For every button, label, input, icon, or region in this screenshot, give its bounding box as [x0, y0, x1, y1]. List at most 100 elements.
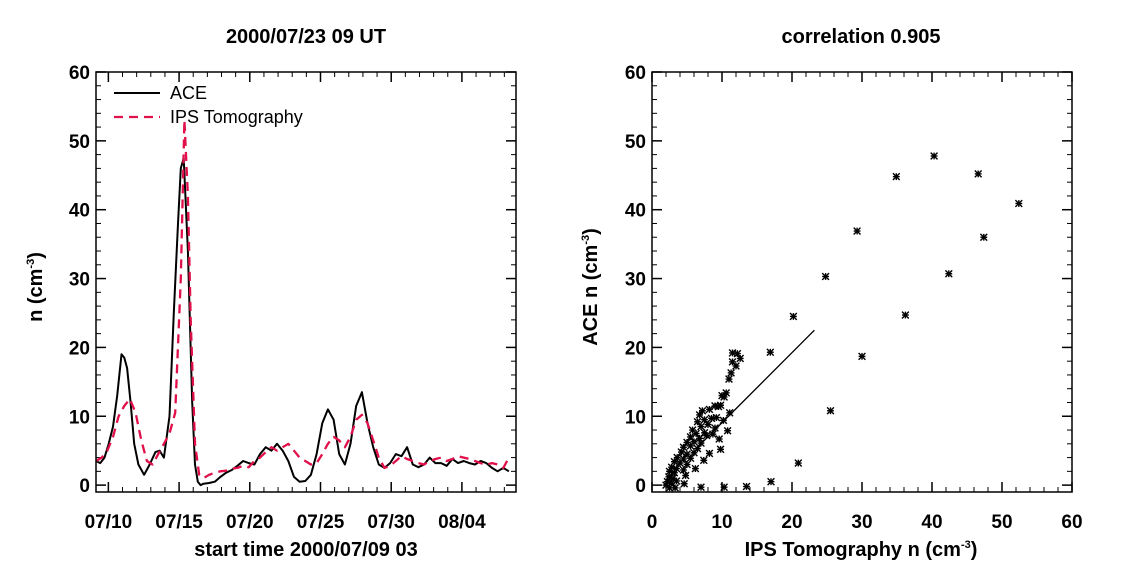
- scatter-point: [821, 272, 830, 281]
- y-tick-label: 60: [69, 63, 90, 84]
- scatter-point: [665, 483, 674, 492]
- scatter-point: [715, 435, 724, 443]
- scatter-point: [683, 460, 691, 469]
- y-axis-label-text: n (cm: [25, 269, 47, 322]
- series-line-ips-tomography: [95, 119, 510, 480]
- x-tick-label: 07/30: [367, 512, 415, 533]
- scatter-point: [718, 391, 726, 400]
- scatter-point: [974, 170, 983, 178]
- scatter-point: [766, 348, 775, 357]
- x-tick-label: 20: [781, 512, 802, 533]
- legend-label-ace: ACE: [170, 83, 207, 103]
- scatter-point: [853, 227, 861, 235]
- scatter-point: [716, 445, 725, 454]
- x-tick-label: 07/20: [226, 512, 274, 533]
- scatter-point: [1014, 199, 1023, 208]
- legend-label-ips: IPS Tomography: [170, 107, 303, 127]
- y-tick-label: 50: [69, 132, 90, 153]
- scatter-point: [672, 477, 681, 485]
- x-tick-label: 40: [921, 512, 942, 533]
- scatter-point: [826, 406, 835, 415]
- scatter-point: [705, 449, 714, 458]
- legend: ACE IPS Tomography: [114, 83, 303, 127]
- y-axis-label: ACE n (cm-3): [580, 228, 602, 346]
- x-axis-label-close: ): [971, 539, 978, 561]
- scatter-point: [732, 362, 740, 370]
- x-axis-label-exponent: -3: [961, 539, 971, 551]
- y-tick-label: 60: [625, 63, 646, 84]
- x-tick-label: 50: [991, 512, 1012, 533]
- scatter-point: [742, 482, 751, 491]
- x-tick-label: 10: [711, 512, 732, 533]
- scatter-point: [901, 311, 910, 319]
- scatter-chart: correlation 0.905 ACE n (cm-3) IPS Tomog…: [580, 26, 1083, 561]
- y-axis-label-text: ACE n (cm: [580, 245, 602, 346]
- scatter-point: [705, 405, 714, 414]
- scatter-point: [686, 454, 695, 463]
- y-tick-label: 30: [69, 270, 90, 291]
- scatter-point: [727, 368, 735, 377]
- x-tick-label: 0: [647, 512, 658, 533]
- chart-title: correlation 0.905: [782, 26, 941, 48]
- scatter-point: [725, 375, 733, 383]
- plot-frame: [651, 71, 1073, 493]
- scatter-point: [691, 464, 700, 473]
- scatter-point: [720, 483, 728, 492]
- scatter-point: [794, 459, 803, 467]
- y-axis-label-exponent: -3: [580, 235, 592, 245]
- y-tick-label: 40: [625, 201, 646, 222]
- x-tick-label: 08/04: [438, 512, 486, 533]
- y-tick-label: 0: [79, 476, 90, 497]
- x-axis-label: IPS Tomography n (cm-3): [745, 539, 978, 561]
- y-tick-label: 0: [635, 476, 646, 497]
- scatter-point: [736, 354, 745, 363]
- scatter-point: [681, 471, 690, 480]
- svg-text:n (cm-3): n (cm-3): [25, 252, 47, 322]
- scatter-point: [930, 152, 938, 160]
- scatter-point: [690, 437, 698, 446]
- scatter-point: [944, 269, 953, 278]
- y-tick-label: 40: [69, 201, 90, 222]
- y-tick-label: 20: [625, 338, 646, 359]
- scatter-point: [719, 416, 728, 425]
- scatter-point: [680, 479, 689, 488]
- y-axis-label-close: ): [25, 252, 47, 259]
- scatter-point: [699, 456, 708, 465]
- y-axis-label: n (cm-3): [25, 252, 47, 322]
- scatter-point: [697, 422, 705, 431]
- scatter-point: [723, 426, 732, 435]
- scatter-point: [690, 448, 698, 457]
- scatter-point: [700, 415, 709, 424]
- x-tick-label: 07/15: [155, 512, 203, 533]
- series-line-ace: [95, 157, 510, 487]
- x-tick-label: 60: [1061, 512, 1082, 533]
- scatter-point: [712, 413, 721, 422]
- x-tick-label: 30: [851, 512, 872, 533]
- scatter-point: [709, 430, 717, 439]
- x-axis-label: start time 2000/07/09 03: [194, 539, 418, 561]
- scatter-point: [686, 441, 695, 450]
- scatter-point: [767, 477, 775, 486]
- scatter-point: [979, 233, 988, 242]
- scatter-point: [892, 172, 901, 181]
- y-tick-label: 10: [69, 407, 90, 428]
- chart-title: 2000/07/23 09 UT: [226, 26, 386, 48]
- svg-text:ACE n (cm-3): ACE n (cm-3): [580, 228, 602, 346]
- plot-frame: [95, 71, 517, 493]
- y-tick-label: 20: [69, 338, 90, 359]
- y-axis-label-exponent: -3: [25, 259, 37, 269]
- x-tick-label: 07/25: [297, 512, 345, 533]
- scatter-point: [728, 349, 737, 357]
- y-tick-label: 30: [625, 270, 646, 291]
- y-tick-label: 50: [625, 132, 646, 153]
- y-axis-label-close: ): [580, 228, 602, 235]
- y-tick-label: 10: [625, 407, 646, 428]
- scatter-point: [858, 352, 866, 361]
- x-axis-label-text: IPS Tomography n (cm: [745, 539, 961, 561]
- scatter-point: [702, 431, 711, 440]
- x-tick-label: 07/10: [85, 512, 133, 533]
- scatter-point: [789, 312, 798, 321]
- timeseries-chart: 2000/07/23 09 UT n (cm-3) start time 200…: [25, 26, 517, 561]
- scatter-point: [697, 483, 705, 492]
